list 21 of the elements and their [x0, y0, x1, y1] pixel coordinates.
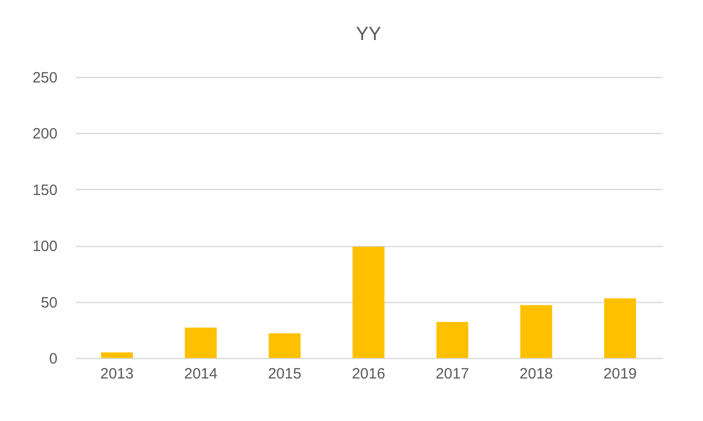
- x-tick-label: 2016: [352, 366, 386, 382]
- bar: [268, 333, 301, 358]
- bar: [436, 322, 468, 358]
- bar: [184, 328, 217, 358]
- bar: [100, 352, 133, 358]
- y-tick-label: 50: [40, 294, 58, 312]
- chart-title: YY: [356, 24, 382, 45]
- x-tick-label: 2017: [436, 366, 470, 382]
- bar: [352, 246, 384, 358]
- y-tick-label: 250: [32, 70, 58, 86]
- x-tick-label: 2014: [184, 366, 218, 382]
- y-tick-label: 150: [32, 182, 58, 199]
- y-tick-label: 200: [32, 126, 58, 143]
- y-tick-label: 100: [32, 238, 58, 256]
- x-tick-label: 2013: [100, 366, 134, 382]
- x-tick-label: 2018: [520, 366, 553, 382]
- bar: [520, 305, 552, 358]
- bar: [604, 298, 636, 358]
- x-tick-label: 2019: [603, 366, 637, 382]
- x-tick-label: 2015: [268, 366, 302, 382]
- y-tick-label: 0: [49, 350, 58, 368]
